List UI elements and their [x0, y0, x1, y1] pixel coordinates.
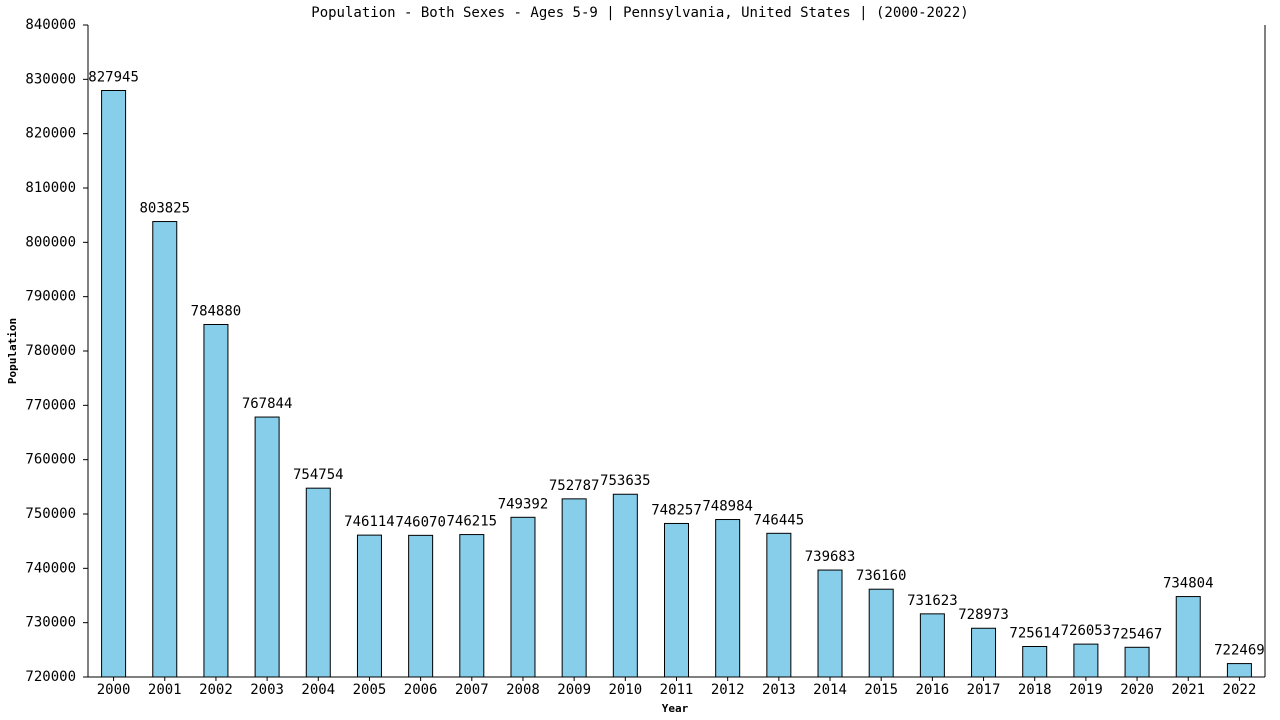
bar	[305, 487, 331, 678]
value-label: 728973	[958, 607, 1009, 623]
value-label: 754754	[293, 467, 344, 483]
y-tick-label: 730000	[25, 615, 76, 631]
x-tick-label: 2013	[762, 682, 796, 698]
bar	[254, 416, 280, 678]
bar	[715, 519, 741, 678]
x-tick-label: 2022	[1223, 682, 1257, 698]
x-tick-label: 2011	[660, 682, 694, 698]
x-tick-label: 2003	[250, 682, 284, 698]
bar	[1022, 645, 1048, 678]
bar	[152, 221, 178, 678]
x-tick-label: 2021	[1171, 682, 1205, 698]
value-label: 827945	[88, 69, 139, 85]
y-tick-label: 770000	[25, 397, 76, 413]
x-axis-label: Year	[662, 702, 689, 715]
x-tick-label: 2020	[1120, 682, 1154, 698]
bar	[868, 588, 894, 678]
x-tick-label: 2000	[97, 682, 131, 698]
x-tick-label: 2009	[557, 682, 591, 698]
x-tick-label: 2006	[404, 682, 438, 698]
value-label: 725614	[1009, 625, 1060, 641]
value-label: 736160	[856, 568, 907, 584]
x-tick-label: 2010	[608, 682, 642, 698]
value-label: 803825	[139, 201, 190, 217]
value-label: 746445	[754, 512, 805, 528]
bar	[1226, 663, 1252, 678]
bar	[561, 498, 587, 678]
bar	[971, 627, 997, 678]
x-tick-label: 2017	[967, 682, 1001, 698]
bar	[612, 493, 638, 678]
bar	[101, 89, 127, 678]
x-tick-label: 2004	[301, 682, 335, 698]
bar	[817, 569, 843, 678]
bar	[203, 323, 229, 678]
x-tick-label: 2015	[864, 682, 898, 698]
y-tick-label: 810000	[25, 180, 76, 196]
value-label: 749392	[498, 496, 549, 512]
x-tick-label: 2018	[1018, 682, 1052, 698]
y-tick-label: 720000	[25, 669, 76, 685]
value-label: 748984	[702, 499, 753, 515]
y-tick-label: 780000	[25, 343, 76, 359]
y-tick-label: 740000	[25, 560, 76, 576]
bar	[408, 534, 434, 678]
value-label: 784880	[191, 303, 242, 319]
bar	[1175, 596, 1201, 678]
value-label: 746215	[447, 514, 498, 530]
value-label: 748257	[651, 502, 702, 518]
value-label: 731623	[907, 593, 958, 609]
value-label: 734804	[1163, 576, 1214, 592]
value-label: 746114	[344, 514, 395, 530]
bar	[664, 522, 689, 678]
x-tick-label: 2002	[199, 682, 233, 698]
x-tick-label: 2008	[506, 682, 540, 698]
value-label: 722469	[1214, 643, 1265, 659]
y-tick-label: 750000	[25, 506, 76, 522]
y-tick-label: 840000	[25, 17, 76, 33]
bar	[510, 516, 536, 678]
x-tick-label: 2007	[455, 682, 489, 698]
x-tick-label: 2001	[148, 682, 182, 698]
value-label: 746070	[395, 514, 446, 530]
x-tick-label: 2019	[1069, 682, 1103, 698]
bar	[919, 613, 945, 678]
x-tick-label: 2005	[353, 682, 387, 698]
value-label: 725467	[1112, 626, 1163, 642]
value-label: 753635	[600, 473, 651, 489]
value-label: 752787	[549, 478, 600, 494]
y-tick-label: 760000	[25, 452, 76, 468]
value-label: 739683	[805, 549, 856, 565]
bar	[459, 534, 485, 678]
x-tick-label: 2012	[711, 682, 745, 698]
y-tick-label: 800000	[25, 234, 76, 250]
x-tick-label: 2014	[813, 682, 847, 698]
value-label: 767844	[242, 396, 293, 412]
bar	[1124, 646, 1150, 678]
bar	[356, 534, 382, 678]
chart-title: Population - Both Sexes - Ages 5-9 | Pen…	[311, 5, 968, 21]
x-tick-label: 2016	[916, 682, 950, 698]
bar	[766, 532, 792, 678]
y-tick-label: 830000	[25, 71, 76, 87]
y-axis-label: Population	[6, 318, 19, 384]
y-tick-label: 820000	[25, 126, 76, 142]
y-tick-label: 790000	[25, 289, 76, 305]
bar	[1073, 643, 1099, 678]
value-label: 726053	[1061, 623, 1112, 639]
